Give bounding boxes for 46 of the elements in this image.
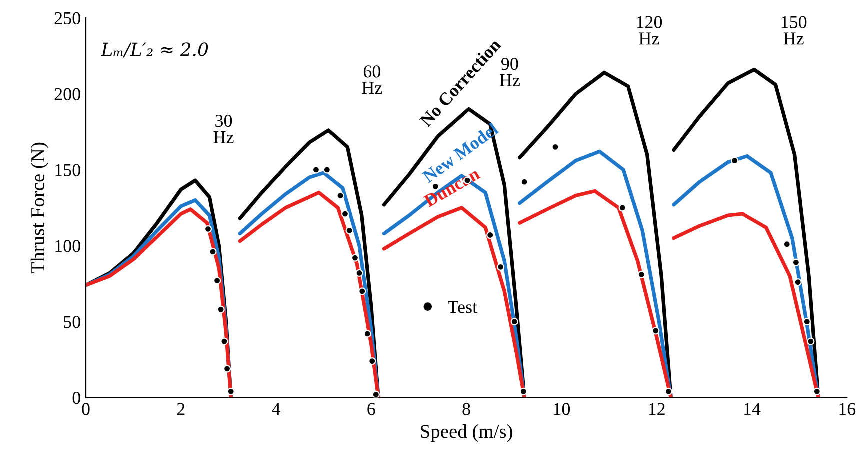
point [638,270,646,279]
annotation: 120 Hz [637,16,662,45]
point [364,330,372,338]
point [807,338,815,346]
x-tick-label: 0 [82,403,90,416]
point [496,263,505,271]
point [220,338,228,346]
point [520,178,528,186]
y-tick-label: 0 [72,392,80,404]
x-tick-label: 6 [368,403,376,416]
annotation: 90 Hz [500,58,520,86]
annotation: 30 Hz [214,114,234,144]
y-tick-label: 100 [56,240,80,252]
x-tick-label: 8 [462,403,470,416]
point [356,269,364,278]
annotation: 150 Hz [782,16,807,45]
point [217,306,225,314]
point [368,358,376,366]
point [372,390,380,398]
point [803,318,811,326]
annotation: Lₘ/L′₂ ≈ 2.0 [100,42,208,58]
x-tick-label: 16 [840,403,856,416]
y-tick-label: 150 [56,164,80,176]
x-tick-label: 10 [554,403,570,416]
point [358,288,366,296]
point [652,327,660,335]
point [341,210,350,218]
y-tick-label: 200 [54,88,80,100]
point [323,166,331,174]
y-axis-title: Thrust Force (N) [30,142,48,274]
point [510,318,518,326]
point [618,204,626,212]
legend-label: Test [448,301,478,314]
x-tick-label: 12 [649,403,665,416]
y-tick-label: 250 [54,12,80,25]
point [209,248,217,256]
point [520,388,528,396]
point [813,388,821,396]
x-axis-title: Speed (m/s) [421,424,512,442]
annotation: 60 Hz [362,66,382,94]
x-tick-label: 2 [177,403,185,416]
point [227,388,235,396]
y-tick-label: 50 [64,316,80,328]
x-tick-label: 4 [272,403,281,416]
point [794,278,802,286]
x-tick-label: 14 [744,403,761,416]
